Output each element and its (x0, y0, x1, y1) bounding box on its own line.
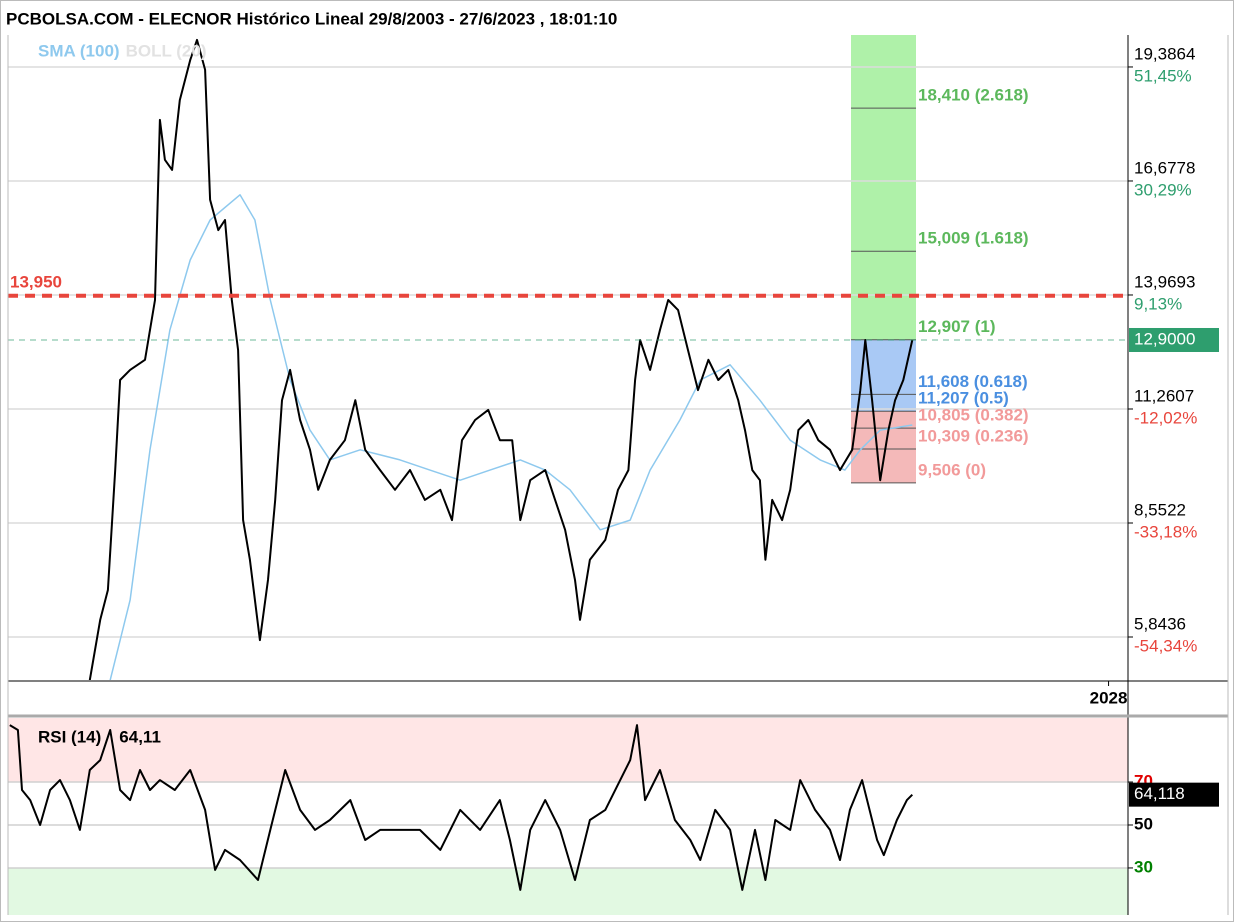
x-tick-label: 2028 (1090, 688, 1128, 707)
y-tick-label: 13,9693 (1134, 272, 1195, 291)
fib-label: 11,207 (0.5) (918, 389, 1009, 408)
rsi-zone (8, 718, 1128, 783)
fib-zone-red (851, 411, 916, 483)
rsi-last-label: 64,118 (1134, 784, 1185, 803)
reference-label: 13,950 (10, 272, 62, 291)
fib-zone-blue (851, 339, 916, 412)
fib-label: 10,309 (0.236) (918, 427, 1029, 446)
rsi-zone (8, 867, 1128, 915)
fib-label: 11,608 (0.618) (918, 372, 1028, 391)
rsi-title: RSI (14) (38, 727, 101, 746)
y2-tick-label: -12,02% (1134, 408, 1197, 427)
rsi-line (9, 724, 914, 891)
fib-label: 10,805 (0.382) (918, 406, 1029, 425)
y-tick-label: 19,3864 (1134, 44, 1195, 63)
fib-label: 18,410 (2.618) (918, 86, 1029, 105)
y-tick-label: 11,2607 (1134, 386, 1194, 405)
fib-label: 9,506 (0) (918, 460, 986, 479)
labels: 19,3864 16,6778 13,9693 11,2607 8,5522 5,8436… (10, 41, 1219, 876)
y2-tick-label: 9,13% (1134, 294, 1182, 313)
y2-tick-label: -33,18% (1134, 522, 1197, 541)
price-line (88, 38, 914, 680)
legend-entry: SMA (100) (38, 41, 120, 60)
y2-tick-label: 30,29% (1134, 180, 1192, 199)
y-tick-label: 50 (1134, 814, 1153, 833)
rsi-panel (8, 718, 1128, 915)
y2-tick-label: 51,45% (1134, 66, 1192, 85)
chart-title: PCBOLSA.COM - ELECNOR Histórico Lineal 2… (6, 9, 617, 28)
legend-entry: BOLL (20) (126, 41, 207, 60)
price-panel (8, 35, 1128, 680)
axes (7, 35, 1229, 915)
reference-box (1129, 327, 1219, 352)
sma-line (109, 194, 913, 680)
rsi-last-box (1129, 782, 1219, 807)
fib-zone-green (851, 35, 916, 340)
reference-label: 12,9000 (1134, 329, 1195, 348)
y2-tick-label: -54,34% (1134, 636, 1197, 655)
y-tick-label: 16,6778 (1134, 158, 1195, 177)
rsi-value: 64,11 (119, 727, 161, 746)
fib-label: 15,009 (1.618) (918, 229, 1029, 248)
y-tick-label: 30 (1134, 857, 1153, 876)
fib-label: 12,907 (1) (918, 317, 996, 336)
y-tick-label: 8,5522 (1134, 500, 1186, 519)
y-tick-label: 5,8436 (1134, 614, 1186, 633)
